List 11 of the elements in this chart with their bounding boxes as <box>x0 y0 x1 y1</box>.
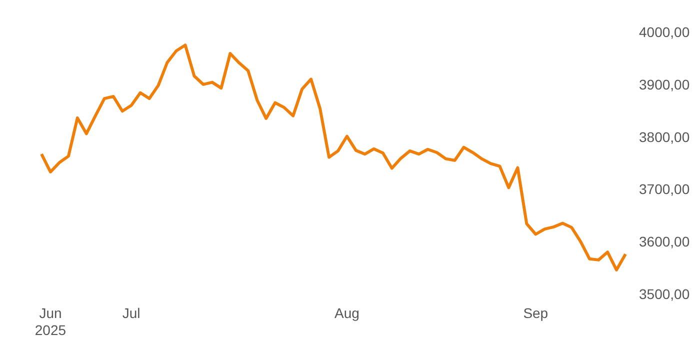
y-tick-label: 3900,00 <box>639 76 690 92</box>
y-tick-label: 3800,00 <box>639 128 690 145</box>
x-tick-label: Aug <box>334 305 360 321</box>
y-tick-label: 3500,00 <box>639 286 690 302</box>
line-series <box>40 44 628 272</box>
y-tick-label: 3700,00 <box>639 181 690 198</box>
x-tick-label: Sep <box>523 305 548 321</box>
y-tick-label: 4000,00 <box>639 24 690 40</box>
x-tick-label: Jul <box>122 305 140 321</box>
y-tick-label: 3600,00 <box>639 234 690 250</box>
x-tick-label: Jun 2025 <box>34 305 66 338</box>
